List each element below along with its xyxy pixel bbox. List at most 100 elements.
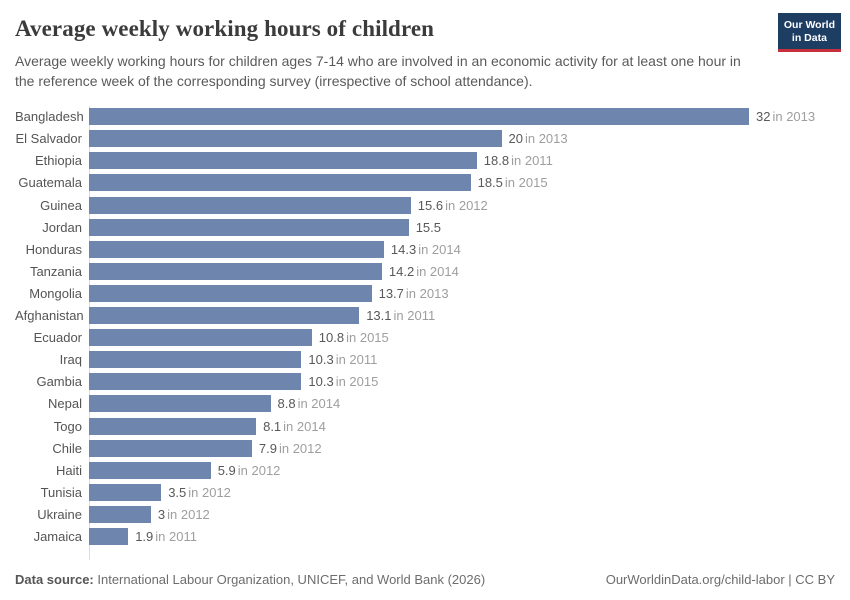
country-label[interactable]: Mongolia (29, 285, 82, 301)
bar-value: 20 (508, 131, 523, 147)
bar[interactable] (89, 395, 271, 413)
owid-logo[interactable]: Our World in Data (777, 13, 841, 53)
value-label: 15.6 in 2012 (418, 197, 488, 214)
bar-row: Chile 7.9 in 2012 (15, 439, 835, 457)
bar-track: 8.1 in 2014 (89, 417, 835, 435)
bar-value: 14.3 (390, 241, 417, 257)
bar-year: in 2012 (278, 440, 322, 456)
bar-track: 3 in 2012 (89, 505, 835, 523)
country-label[interactable]: Ukraine (37, 506, 82, 522)
country-label[interactable]: Jamaica (33, 528, 82, 544)
bar-track: 14.3 in 2014 (89, 240, 835, 258)
bar[interactable] (89, 284, 372, 302)
owid-logo-line2: in Data (791, 32, 827, 45)
value-label: 3.5 in 2012 (168, 484, 231, 501)
bar-year: in 2015 (504, 175, 548, 191)
bar[interactable] (89, 373, 302, 391)
owid-logo-line1: Our World (783, 19, 835, 31)
country-label[interactable]: Bangladesh (15, 109, 84, 125)
bar-chart: Bangladesh 32 in 2013 El Salvador 20 in 20… (0, 106, 850, 560)
country-label[interactable]: Ecuador (33, 330, 82, 346)
bar-value: 15.6 (417, 197, 444, 213)
bar[interactable] (89, 174, 471, 192)
bar[interactable] (89, 218, 409, 236)
bar[interactable] (89, 152, 477, 170)
bar-row: Gambia 10.3 in 2015 (15, 373, 835, 391)
bar-year: in 2012 (167, 506, 210, 522)
bar-track: 20 in 2013 (89, 130, 835, 148)
bar[interactable] (89, 108, 749, 126)
country-label[interactable]: Guinea (40, 197, 82, 213)
bar[interactable] (89, 130, 502, 148)
bar-track: 3.5 in 2012 (89, 483, 835, 501)
bar-track: 8.8 in 2014 (89, 395, 835, 413)
bar[interactable] (89, 196, 411, 214)
bar-row: Jordan 15.5 (15, 218, 835, 236)
bar-value: 10.3 (308, 352, 334, 368)
bar[interactable] (89, 417, 257, 435)
bar-row: Togo 8.1 in 2014 (15, 417, 835, 435)
bar-value: 14.2 (388, 263, 415, 279)
value-label: 14.3 in 2014 (391, 241, 461, 258)
bar-year: in 2014 (418, 241, 461, 257)
bar-value: 1.9 (135, 528, 154, 544)
bar-row: Guatemala 18.5 in 2015 (15, 174, 835, 192)
attribution-link[interactable]: OurWorldinData.org/child-labor | CC BY (605, 572, 835, 587)
bar-track: 18.5 in 2015 (89, 174, 835, 192)
country-label[interactable]: Iraq (59, 352, 82, 368)
bar-value: 8.1 (263, 418, 282, 434)
bar-value: 8.8 (277, 396, 296, 412)
bar[interactable] (89, 329, 312, 347)
bar-year: in 2015 (346, 330, 389, 346)
bar[interactable] (89, 439, 252, 457)
bar-track: 1.9 in 2011 (89, 527, 835, 545)
bar-track: 10.3 in 2015 (89, 373, 835, 391)
bar[interactable] (89, 307, 360, 325)
bar-value: 32 (756, 109, 771, 125)
bar-year: in 2011 (155, 528, 197, 544)
bar-row: Honduras 14.3 in 2014 (15, 240, 835, 258)
bar-track: 32 in 2013 (89, 108, 835, 126)
bar-row: Ecuador 10.8 in 2015 (15, 329, 835, 347)
country-label[interactable]: Tanzania (29, 263, 82, 279)
value-label: 20 in 2013 (509, 130, 568, 147)
bar-value: 15.5 (415, 219, 441, 235)
bar-track: 5.9 in 2012 (89, 461, 835, 479)
country-label[interactable]: Afghanistan (15, 308, 84, 324)
bar-year: in 2013 (405, 285, 449, 301)
country-label[interactable]: Haiti (55, 462, 82, 478)
country-label[interactable]: Honduras (25, 241, 82, 257)
bar-row: Tanzania 14.2 in 2014 (15, 262, 835, 280)
bar-row: Afghanistan 13.1 in 2011 (15, 307, 835, 325)
bar-year: in 2012 (445, 197, 488, 213)
bar-year: in 2011 (511, 153, 553, 169)
bar-track: 15.6 in 2012 (89, 196, 835, 214)
bar-year: in 2013 (524, 131, 568, 147)
bar[interactable] (89, 461, 211, 479)
bar-row: Ukraine 3 in 2012 (15, 505, 835, 523)
bar-value: 10.8 (318, 330, 345, 346)
bar[interactable] (89, 527, 129, 545)
country-label[interactable]: Guatemala (18, 175, 82, 191)
bar[interactable] (89, 483, 162, 501)
country-label[interactable]: Togo (53, 418, 82, 434)
country-label[interactable]: Jordan (42, 219, 82, 235)
bar[interactable] (89, 262, 382, 280)
bar[interactable] (89, 240, 384, 258)
bar-track: 13.1 in 2011 (89, 307, 835, 325)
bar-year: in 2012 (188, 484, 231, 500)
value-label: 13.1 in 2011 (366, 307, 435, 324)
bar-row: Tunisia 3.5 in 2012 (15, 483, 835, 501)
value-label: 14.2 in 2014 (389, 263, 459, 280)
bar[interactable] (89, 351, 302, 369)
bar-value: 3.5 (168, 484, 187, 500)
value-label: 8.8 in 2014 (278, 395, 341, 412)
country-label[interactable]: Ethiopia (35, 153, 82, 169)
country-label[interactable]: Nepal (48, 396, 82, 412)
country-label[interactable]: Chile (52, 440, 82, 456)
country-label[interactable]: El Salvador (15, 131, 82, 147)
country-label[interactable]: Gambia (36, 374, 82, 390)
bar[interactable] (89, 505, 151, 523)
data-source-label: Data source: (15, 572, 94, 587)
country-label[interactable]: Tunisia (40, 484, 82, 500)
